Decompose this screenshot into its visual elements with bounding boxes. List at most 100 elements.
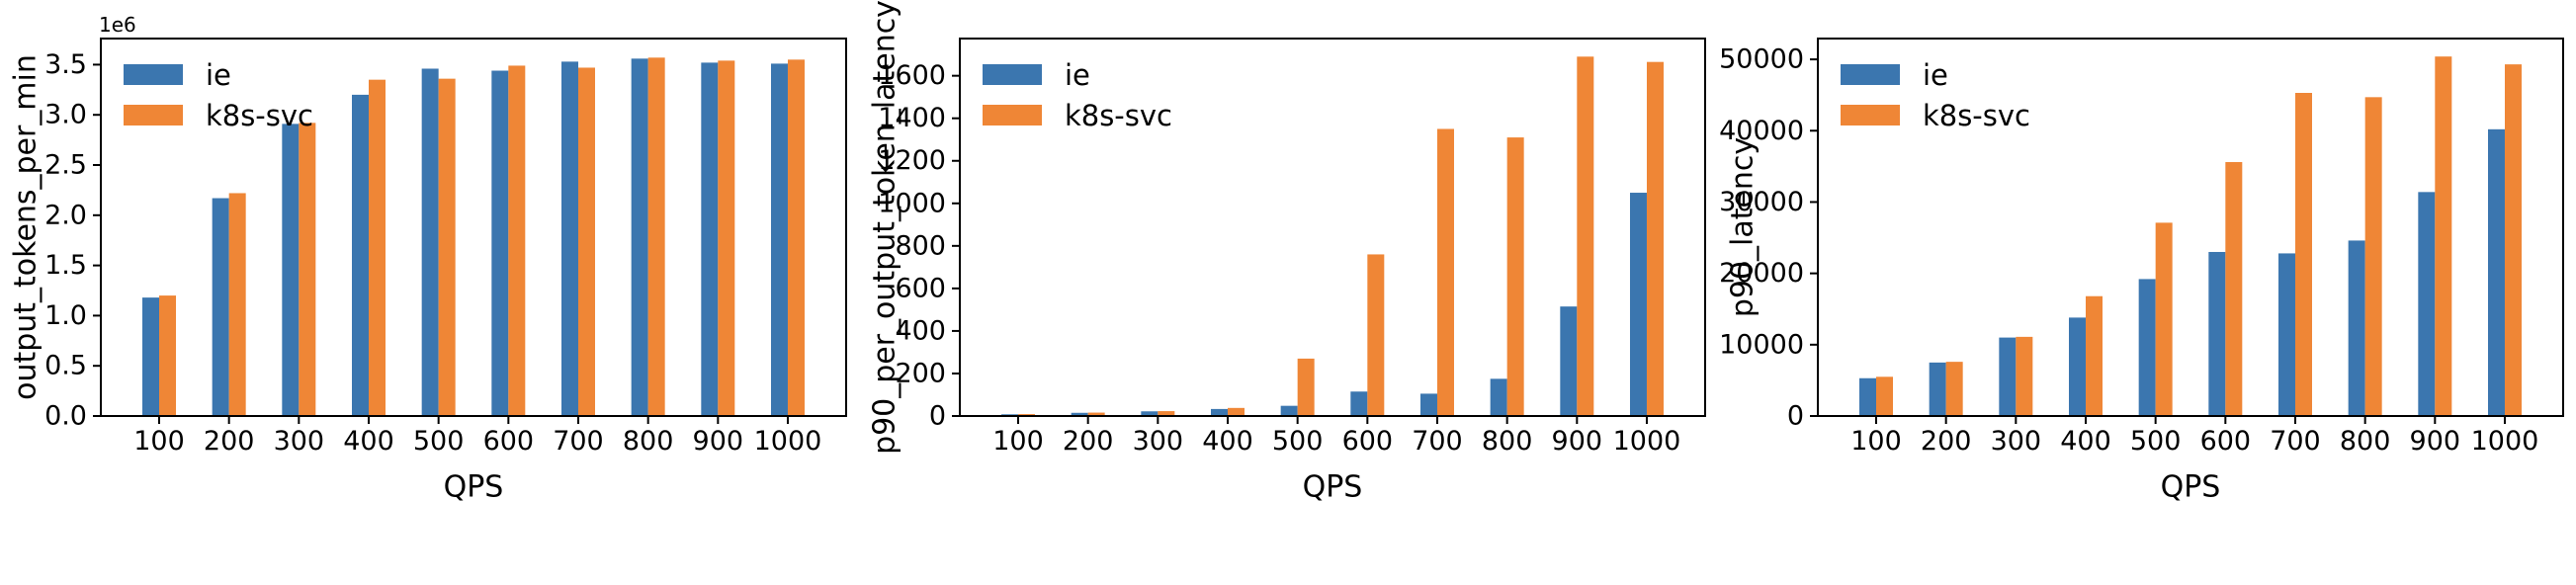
bar-k8s-svc-900 [1576,56,1593,416]
legend-label-k8s-svc: k8s-svc [206,99,313,132]
bar-k8s-svc-1000 [2505,64,2523,416]
bar-k8s-svc-400 [368,79,386,416]
bar-k8s-svc-800 [2364,97,2382,416]
plot-border [1817,38,2565,417]
chart-p90-per-output-token-latency: 0 200 400 600 800 1000 1200 1400 1600 100 200 300 40… [859,0,1718,585]
bar-ie-800 [2348,240,2365,416]
y-tick-label: 0.5 [44,351,87,381]
bar-ie-600 [2208,251,2226,416]
x-tick-label: 700 [1412,426,1463,457]
x-tick-label: 500 [2130,426,2182,457]
x-tick-label: 900 [693,426,744,457]
x-tick-label: 600 [1341,426,1393,457]
x-tick-label: 500 [413,426,465,457]
plot-border [958,38,1706,417]
x-tick-label: 1000 [1612,426,1680,457]
bar-ie-300 [282,124,300,416]
y-tick-label: 0 [928,400,945,431]
x-tick-label: 300 [1991,426,2042,457]
y-tick-label: 10000 [1719,329,1804,360]
legend-swatch-k8s-svc [123,105,183,126]
y-tick-label: 1.5 [44,250,87,281]
bar-ie-500 [2138,279,2156,416]
bar-k8s-svc-300 [299,123,316,416]
bar-ie-400 [351,94,369,416]
x-tick-label: 100 [992,426,1044,457]
bar-ie-800 [1490,378,1507,416]
y-axis-label: p90_latency [1726,137,1760,317]
legend-swatch-k8s-svc [982,105,1042,126]
bar-k8s-svc-500 [2155,222,2173,416]
bar-ie-700 [2278,253,2296,416]
bar-ie-800 [631,58,648,416]
bar-k8s-svc-100 [1876,376,1894,416]
legend-swatch-ie [1841,64,1901,86]
y-tick-label: 1200 [878,145,946,176]
x-tick-label: 1000 [754,426,822,457]
x-tick-label: 400 [1202,426,1253,457]
plot-border [99,38,847,417]
y-tick-label: 50000 [1719,44,1804,75]
bar-k8s-svc-200 [1087,412,1105,416]
x-tick-label: 900 [1551,426,1602,457]
chart-output-tokens-per-min: 0.0 0.5 1.0 1.5 2.0 2.5 3.0 3.5 100 200 300 400 500 6… [0,0,859,585]
bar-ie-200 [1071,412,1088,416]
x-tick-label: 300 [274,426,325,457]
bar-k8s-svc-700 [2295,93,2313,416]
bar-ie-1000 [2488,128,2506,416]
x-tick-label: 100 [1851,426,1903,457]
bar-ie-100 [142,297,160,416]
y-tick-label: 0.0 [44,400,87,431]
bar-k8s-svc-100 [159,295,177,416]
x-axis-label: QPS [2161,470,2221,505]
bar-ie-600 [1349,391,1367,416]
x-tick-label: 800 [623,426,674,457]
bar-k8s-svc-300 [1157,411,1174,416]
bar-ie-500 [421,68,439,416]
y-tick-label: 2.5 [44,150,87,181]
y-tick-label: 2.0 [44,200,87,230]
bar-ie-700 [1419,393,1437,416]
chart-p90-latency: 0 10000 20000 30000 40000 50000 100 200 300 400 50… [1717,0,2576,585]
bar-k8s-svc-600 [508,65,526,416]
y-axis-label: output_tokens_per_min [8,54,43,400]
bar-ie-900 [1559,306,1577,416]
y-tick-label: 3.5 [44,49,87,80]
x-tick-label: 100 [133,426,185,457]
axis-offset-text: 1e6 [99,13,136,37]
bar-k8s-svc-500 [438,78,456,416]
chart-p90-per-output-token-latency-svg: 0 200 400 600 800 1000 1200 1400 1600 100 200 300 40… [867,0,1706,505]
x-tick-label: 500 [1272,426,1324,457]
bar-ie-400 [1210,408,1228,416]
bar-k8s-svc-1000 [1646,61,1664,416]
x-tick-label: 600 [2200,426,2252,457]
bar-k8s-svc-1000 [787,59,805,416]
x-tick-label: 900 [2410,426,2461,457]
bar-k8s-svc-700 [1436,128,1454,416]
x-tick-label: 200 [1921,426,1972,457]
x-tick-label: 300 [1132,426,1183,457]
y-tick-label: 20000 [1719,258,1804,289]
legend-label-ie: ie [1065,58,1090,92]
bar-k8s-svc-400 [1227,407,1245,416]
bar-k8s-svc-200 [1945,362,1963,416]
bar-ie-900 [701,62,719,416]
chart-p90-latency-svg: 0 10000 20000 30000 40000 50000 100 200 300 400 50… [1719,38,2565,505]
bar-k8s-svc-200 [228,193,246,416]
x-tick-label: 200 [1063,426,1114,457]
x-tick-label: 400 [2061,426,2112,457]
bar-ie-1000 [770,63,788,416]
x-tick-label: 1000 [2471,426,2539,457]
x-tick-label: 800 [2340,426,2391,457]
y-tick-label: 1600 [878,60,946,91]
bar-k8s-svc-900 [2435,56,2452,416]
bar-ie-700 [560,61,578,416]
bar-ie-400 [2069,317,2087,416]
bar-ie-600 [491,70,509,416]
bar-ie-200 [212,198,229,416]
bar-k8s-svc-400 [2086,295,2104,416]
y-tick-label: 200 [895,358,946,388]
legend-swatch-ie [982,64,1042,86]
bar-k8s-svc-600 [2225,162,2243,416]
bar-k8s-svc-600 [1366,254,1384,416]
